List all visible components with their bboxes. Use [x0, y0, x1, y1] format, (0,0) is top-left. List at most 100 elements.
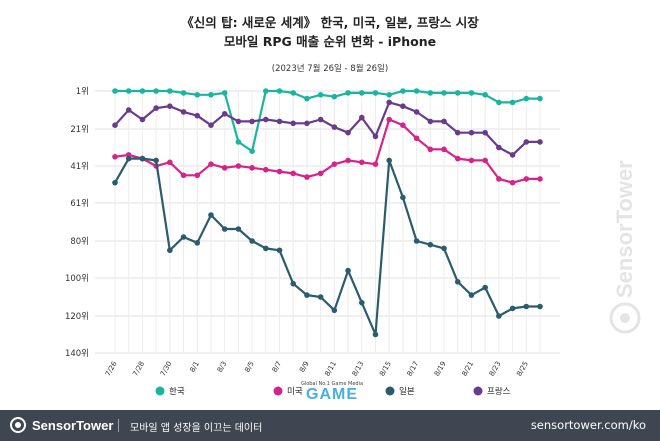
- data-point: [427, 146, 434, 153]
- data-point: [263, 166, 269, 173]
- data-point: [482, 129, 488, 136]
- data-point: [221, 111, 228, 117]
- data-point: [180, 109, 187, 115]
- x-tick-label: 8/3: [216, 360, 229, 374]
- x-tick-label: 8/23: [488, 360, 503, 378]
- footer-divider: [118, 419, 119, 432]
- y-tick-label: 80위: [70, 237, 89, 247]
- legend-marker: [155, 386, 165, 396]
- legend-label: 일본: [399, 387, 415, 397]
- data-point: [496, 99, 502, 106]
- data-point: [386, 92, 392, 98]
- x-tick-label: 8/25: [515, 360, 530, 378]
- data-point: [400, 194, 406, 201]
- legend-label: 미국: [287, 387, 303, 397]
- data-point: [139, 155, 146, 162]
- data-point: [139, 116, 146, 123]
- data-point: [537, 95, 543, 102]
- data-point: [208, 92, 214, 98]
- legend: 한국 미국 일본 프랑스: [155, 386, 511, 397]
- data-point: [304, 95, 310, 102]
- data-point: [249, 148, 255, 154]
- data-point: [167, 247, 173, 254]
- data-point: [290, 90, 297, 96]
- data-point: [249, 165, 255, 171]
- data-point: [139, 88, 146, 94]
- data-point: [358, 90, 365, 96]
- data-point: [482, 284, 488, 291]
- data-point: [509, 152, 516, 158]
- data-point: [441, 245, 447, 252]
- x-tick-label: 8/1: [188, 360, 201, 374]
- data-point: [537, 303, 543, 310]
- data-point: [317, 294, 324, 300]
- data-point: [358, 299, 365, 306]
- data-point: [441, 118, 447, 125]
- data-point: [180, 90, 187, 96]
- legend-marker: [385, 386, 395, 396]
- data-point: [509, 179, 516, 186]
- data-point: [400, 122, 406, 128]
- data-point: [345, 90, 351, 96]
- data-point: [496, 176, 502, 182]
- data-point: [345, 157, 351, 164]
- footer-brand: SensorTower: [32, 418, 114, 433]
- data-point: [372, 90, 379, 96]
- data-point: [482, 157, 488, 164]
- data-point: [454, 129, 461, 136]
- data-point: [317, 170, 324, 177]
- x-tick-label: 8/11: [323, 360, 338, 378]
- data-point: [208, 212, 214, 218]
- data-point: [537, 176, 543, 182]
- footer-url[interactable]: sensortower.com/ko: [530, 418, 646, 432]
- data-point: [372, 161, 379, 167]
- data-point: [304, 174, 310, 180]
- data-point: [290, 170, 297, 177]
- data-point: [317, 116, 324, 123]
- x-tick-label: 8/17: [406, 360, 421, 378]
- legend-marker: [473, 386, 483, 396]
- data-point: [345, 129, 351, 136]
- data-point: [523, 303, 530, 310]
- data-point: [523, 139, 530, 145]
- data-point: [372, 133, 379, 140]
- data-point: [235, 226, 242, 232]
- data-point: [167, 88, 173, 94]
- series-line-일본: [114, 157, 540, 336]
- data-point: [482, 92, 488, 98]
- data-point: [194, 172, 201, 179]
- data-point: [358, 159, 365, 166]
- data-point: [386, 157, 392, 164]
- data-point: [523, 176, 530, 182]
- data-point: [112, 179, 118, 186]
- x-tick-label: 8/13: [351, 360, 366, 378]
- data-point: [263, 116, 269, 123]
- y-tick-label: 41위: [70, 162, 89, 172]
- y-tick-label: 21위: [70, 125, 89, 135]
- rank-line-chart: 7/26 7/28 7/30 8/1 8/3 8/5 8/7 8/9 8/11 8/13 8/15 8…: [65, 87, 560, 397]
- data-point: [276, 247, 283, 254]
- data-point: [290, 280, 297, 287]
- data-point: [208, 122, 214, 128]
- data-point: [249, 238, 255, 244]
- data-point: [427, 90, 434, 96]
- sensortower-watermark: SensorTower: [609, 160, 641, 334]
- data-point: [454, 279, 461, 285]
- legend-label: 프랑스: [487, 386, 511, 397]
- data-point: [112, 88, 118, 94]
- chart-title-line-1: 《신의 탑: 새로운 세계》 한국, 미국, 일본, 프랑스 시장: [181, 15, 479, 30]
- x-tick-label: 8/5: [243, 360, 256, 374]
- data-point: [221, 165, 228, 171]
- data-point: [276, 168, 283, 175]
- y-tick-label: 61위: [70, 199, 89, 209]
- data-point: [427, 118, 434, 125]
- y-tick-label: 120위: [65, 312, 89, 322]
- data-point: [208, 161, 214, 167]
- legend-marker: [273, 386, 283, 396]
- data-point: [167, 103, 173, 109]
- y-tick-label: 140위: [65, 349, 89, 359]
- y-tick-label: 100위: [65, 274, 89, 284]
- data-point: [413, 238, 420, 244]
- data-point: [496, 144, 502, 151]
- data-point: [235, 118, 242, 125]
